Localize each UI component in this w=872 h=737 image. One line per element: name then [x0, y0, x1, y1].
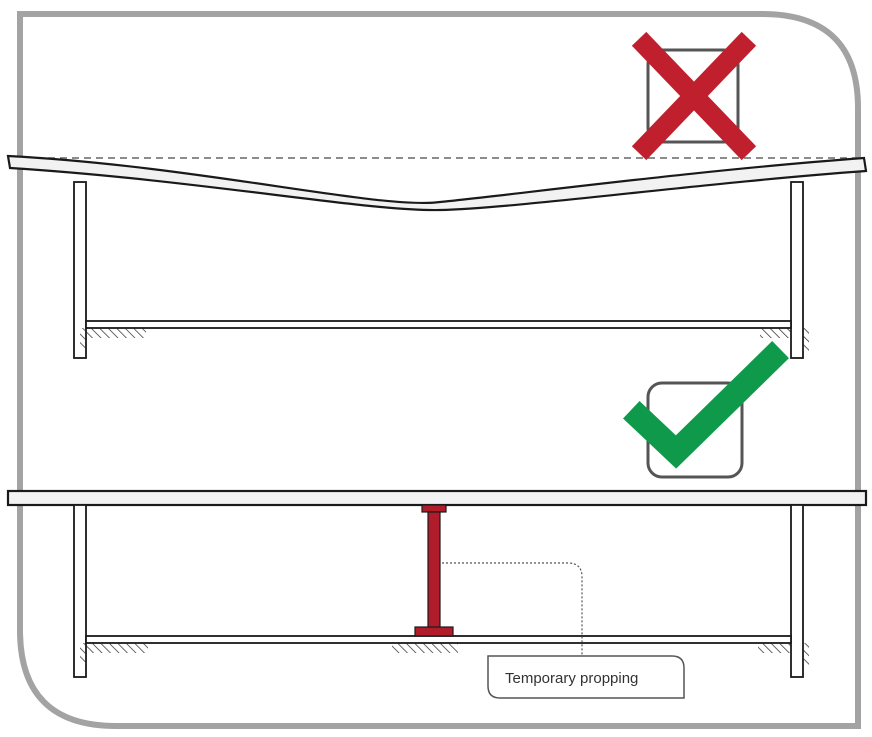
callout-box	[487, 655, 685, 699]
ground-hatch-left	[86, 643, 148, 653]
floor-slab	[85, 320, 792, 329]
callout-label: Temporary propping	[505, 670, 638, 687]
ground-hatch-left-wall	[80, 643, 86, 663]
left-wall	[73, 181, 87, 359]
outer-frame	[17, 11, 861, 729]
bottom-panel: Temporary propping	[6, 341, 868, 699]
supported-slab	[6, 489, 868, 507]
cross-icon	[631, 31, 757, 161]
ground-hatch-right	[758, 643, 791, 653]
check-icon	[623, 341, 789, 479]
temporary-prop	[414, 504, 454, 637]
ground-hatch-left	[86, 328, 146, 338]
ground-hatch-center	[392, 643, 458, 653]
callout-leader	[442, 562, 583, 656]
top-panel	[6, 31, 868, 359]
sagging-slab	[6, 154, 868, 212]
left-wall	[73, 504, 87, 678]
ground-hatch-right	[760, 328, 791, 338]
ground-hatch-right-wall	[803, 328, 809, 352]
right-wall	[790, 181, 804, 359]
ground-hatch-left-wall	[80, 328, 86, 348]
right-wall	[790, 504, 804, 678]
ground-hatch-right-wall	[803, 643, 809, 667]
floor-slab	[85, 635, 792, 644]
